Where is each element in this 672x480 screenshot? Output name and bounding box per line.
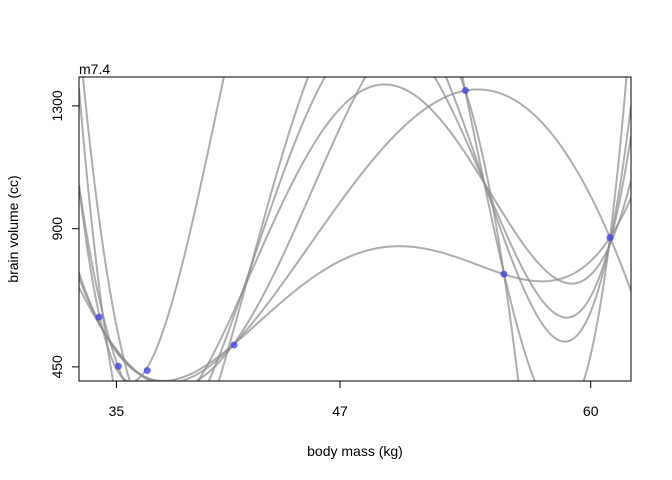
- y-tick-label: 900: [49, 217, 65, 241]
- point: [606, 234, 614, 242]
- x-axis-label: body mass (kg): [307, 443, 403, 459]
- fit-curve: [79, 77, 628, 381]
- y-tick-label: 450: [49, 355, 65, 379]
- x-tick-label: 47: [332, 403, 348, 419]
- y-tick-label: 1300: [49, 90, 65, 121]
- fit-curve: [79, 77, 520, 381]
- point: [114, 362, 122, 370]
- fit-curve: [79, 77, 631, 381]
- fit-curve: [79, 197, 631, 381]
- x-tick-label: 60: [583, 403, 599, 419]
- fit-curve: [81, 77, 631, 381]
- fit-curve: [79, 88, 631, 381]
- y-axis-label: brain volume (cc): [5, 175, 21, 282]
- point: [143, 367, 151, 375]
- x-tick-label: 35: [109, 403, 125, 419]
- chart-title: m7.4: [79, 61, 110, 77]
- point: [500, 270, 508, 278]
- curves: [79, 77, 631, 381]
- point: [230, 341, 238, 349]
- fit-curve: [79, 83, 631, 381]
- point: [461, 87, 469, 95]
- point: [95, 313, 103, 321]
